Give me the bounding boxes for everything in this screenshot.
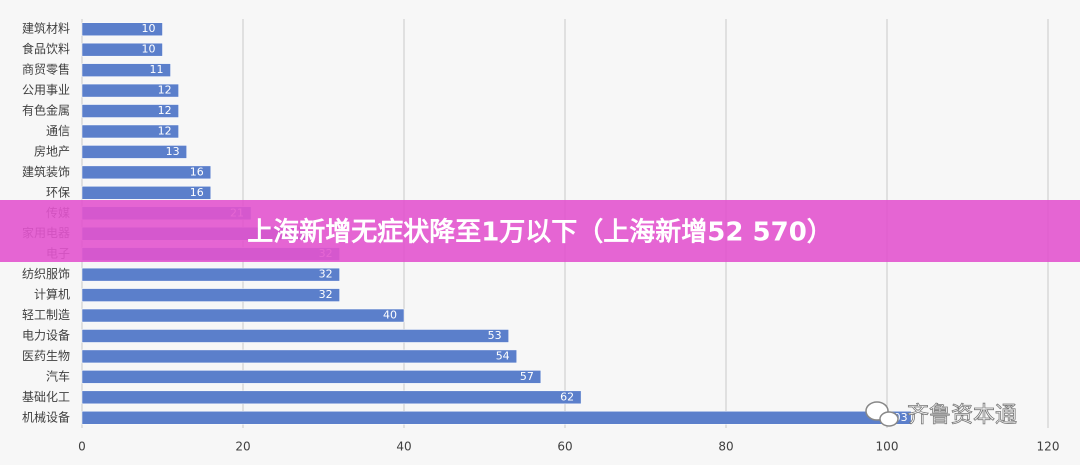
overlay: 上海新增无症状降至1万以下（上海新增52 570） 齐鲁资本通 bbox=[0, 200, 1080, 428]
banner-text: 上海新增无症状降至1万以下（上海新增52 570） bbox=[247, 217, 833, 248]
value-label: 53 bbox=[488, 329, 502, 342]
y-tick-label: 有色金属 bbox=[22, 103, 70, 118]
value-label: 12 bbox=[158, 104, 172, 117]
y-tick-label: 建筑材料 bbox=[22, 21, 70, 36]
bar bbox=[81, 411, 912, 425]
bar bbox=[81, 370, 542, 384]
watermark: 齐鲁资本通 bbox=[907, 403, 1017, 428]
bar bbox=[81, 83, 179, 98]
bar bbox=[81, 145, 187, 159]
value-label: 54 bbox=[496, 349, 510, 362]
value-label: 57 bbox=[520, 370, 534, 383]
y-tick-label: 计算机 bbox=[34, 287, 70, 302]
bar bbox=[81, 22, 163, 36]
bar bbox=[81, 349, 517, 364]
value-label: 12 bbox=[158, 124, 172, 137]
bar bbox=[81, 42, 163, 57]
y-tick-label: 公用事业 bbox=[22, 83, 70, 97]
y-tick-label: 汽车 bbox=[46, 368, 70, 383]
y-tick-label: 商贸零售 bbox=[22, 62, 70, 77]
bar bbox=[81, 186, 212, 200]
value-label: 32 bbox=[319, 268, 333, 281]
y-tick-label: 房地产 bbox=[34, 143, 70, 158]
x-tick-label: 80 bbox=[718, 440, 733, 454]
y-tick-label: 环保 bbox=[46, 185, 70, 199]
x-tick-label: 120 bbox=[1037, 440, 1060, 454]
x-tick-label: 60 bbox=[557, 440, 572, 454]
value-label: 13 bbox=[166, 145, 180, 158]
value-label: 16 bbox=[190, 165, 204, 178]
banner-band bbox=[0, 200, 1080, 262]
bar bbox=[81, 63, 171, 77]
value-label: 40 bbox=[383, 309, 397, 322]
y-tick-label: 医药生物 bbox=[22, 349, 70, 363]
value-label: 10 bbox=[142, 22, 156, 35]
bar bbox=[81, 308, 405, 323]
plot: 0 20 40 60 80 100 120 建筑材料 10 食品饮料 10 商贸零售 11 公用事业 12 有… bbox=[22, 19, 1059, 454]
y-tick-label: 轻工制造 bbox=[22, 308, 70, 322]
value-label: 11 bbox=[150, 63, 164, 76]
bar bbox=[81, 329, 509, 343]
value-label: 12 bbox=[158, 84, 172, 97]
bar bbox=[81, 165, 212, 180]
y-tick-label: 基础化工 bbox=[22, 390, 70, 404]
x-tick-label: 100 bbox=[876, 440, 899, 454]
y-tick-label: 建筑装饰 bbox=[22, 164, 70, 179]
bar bbox=[81, 390, 582, 405]
y-tick-label: 食品饮料 bbox=[22, 41, 70, 56]
watermark-icon bbox=[865, 401, 899, 427]
bar bbox=[81, 288, 340, 302]
x-tick-label: 40 bbox=[396, 440, 411, 454]
value-label: 16 bbox=[190, 186, 204, 199]
value-label: 32 bbox=[319, 288, 333, 301]
bar bbox=[81, 267, 340, 282]
x-tick-label: 20 bbox=[235, 440, 250, 454]
y-tick-label: 机械设备 bbox=[22, 409, 70, 424]
bar bbox=[81, 104, 179, 118]
value-label: 62 bbox=[560, 390, 574, 403]
y-tick-label: 电力设备 bbox=[22, 328, 70, 342]
x-tick-label: 0 bbox=[78, 440, 86, 454]
y-tick-label: 纺织服饰 bbox=[22, 267, 70, 281]
y-tick-label: 通信 bbox=[46, 124, 70, 138]
bar bbox=[81, 124, 179, 139]
value-label: 10 bbox=[142, 43, 156, 56]
